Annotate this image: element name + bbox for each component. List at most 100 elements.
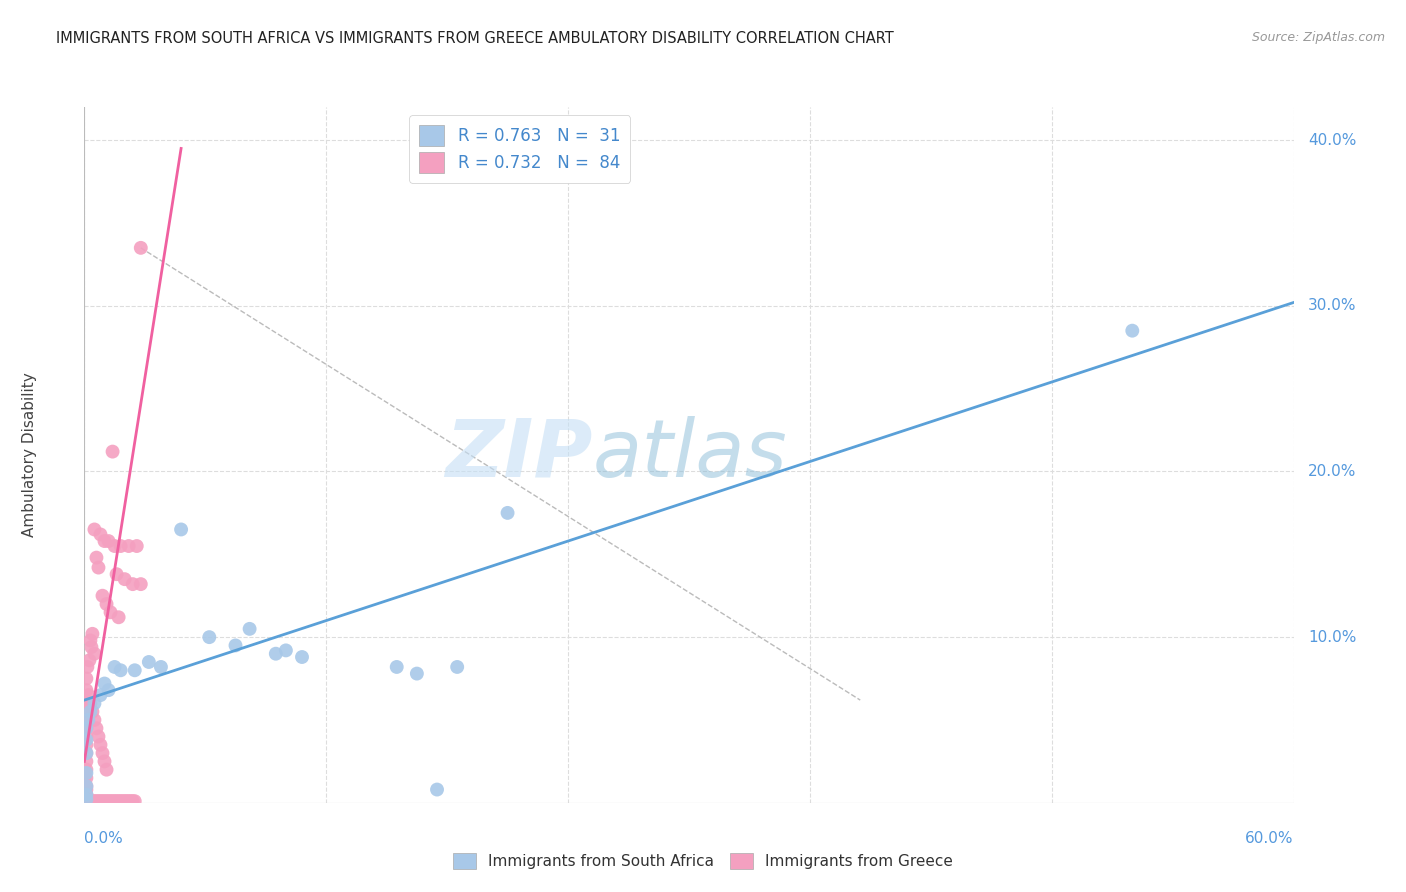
Point <box>75 782 97 797</box>
Point <box>75 790 97 805</box>
Point <box>105 794 128 808</box>
Point <box>124 794 146 808</box>
Point <box>82 705 104 719</box>
Point <box>83 794 105 808</box>
Point <box>75 746 97 760</box>
Point <box>75 672 97 686</box>
Point <box>89 688 111 702</box>
Point <box>91 794 114 808</box>
Text: 60.0%: 60.0% <box>1246 830 1294 846</box>
Point <box>93 755 115 769</box>
Point <box>79 653 101 667</box>
Point <box>75 788 97 802</box>
Point <box>75 794 97 808</box>
Point <box>101 794 124 808</box>
Point <box>75 779 97 793</box>
Text: 10.0%: 10.0% <box>1308 630 1357 645</box>
Legend: R = 0.763   N =  31, R = 0.732   N =  84: R = 0.763 N = 31, R = 0.732 N = 84 <box>409 115 630 183</box>
Point <box>426 782 449 797</box>
Point <box>75 763 97 777</box>
Point <box>79 697 101 711</box>
Point <box>385 660 408 674</box>
Point <box>75 721 97 735</box>
Point <box>73 779 96 793</box>
Point <box>83 523 105 537</box>
Text: atlas: atlas <box>592 416 787 494</box>
Point <box>96 597 118 611</box>
Text: ZIP: ZIP <box>444 416 592 494</box>
Point <box>87 794 110 808</box>
Text: 0.0%: 0.0% <box>84 830 124 846</box>
Point <box>77 688 100 702</box>
Point <box>129 577 152 591</box>
Point <box>496 506 519 520</box>
Point <box>79 705 101 719</box>
Point <box>77 713 100 727</box>
Point <box>89 527 111 541</box>
Point <box>121 577 143 591</box>
Point <box>83 697 105 711</box>
Point <box>73 788 96 802</box>
Point <box>114 572 136 586</box>
Point <box>120 794 142 808</box>
Point <box>110 794 132 808</box>
Point <box>86 721 108 735</box>
Point <box>125 539 148 553</box>
Point <box>225 639 247 653</box>
Point <box>87 560 110 574</box>
Point <box>75 721 97 735</box>
Point <box>198 630 221 644</box>
Point <box>75 771 97 785</box>
Point <box>83 713 105 727</box>
Text: Source: ZipAtlas.com: Source: ZipAtlas.com <box>1251 31 1385 45</box>
Point <box>264 647 287 661</box>
Text: 20.0%: 20.0% <box>1308 464 1357 479</box>
Point <box>170 523 193 537</box>
Point <box>138 655 160 669</box>
Point <box>115 794 138 808</box>
Point <box>75 713 97 727</box>
Point <box>104 539 127 553</box>
Point <box>105 567 128 582</box>
Point <box>77 794 100 808</box>
Point <box>79 794 101 808</box>
Point <box>91 746 114 760</box>
Point <box>86 794 108 808</box>
Point <box>96 763 118 777</box>
Legend: Immigrants from South Africa, Immigrants from Greece: Immigrants from South Africa, Immigrants… <box>447 847 959 875</box>
Point <box>1121 324 1143 338</box>
Point <box>104 794 127 808</box>
Point <box>97 683 120 698</box>
Point <box>75 738 97 752</box>
Point <box>73 790 96 805</box>
Point <box>75 730 97 744</box>
Text: IMMIGRANTS FROM SOUTH AFRICA VS IMMIGRANTS FROM GREECE AMBULATORY DISABILITY COR: IMMIGRANTS FROM SOUTH AFRICA VS IMMIGRAN… <box>56 31 894 46</box>
Text: 30.0%: 30.0% <box>1308 298 1357 313</box>
Point <box>93 794 115 808</box>
Point <box>73 794 96 808</box>
Point <box>97 794 120 808</box>
Point <box>75 732 97 747</box>
Point <box>75 755 97 769</box>
Point <box>82 794 104 808</box>
Point <box>97 534 120 549</box>
Point <box>100 794 122 808</box>
Point <box>93 534 115 549</box>
Point <box>73 771 96 785</box>
Point <box>100 605 122 619</box>
Point <box>239 622 262 636</box>
Text: 40.0%: 40.0% <box>1308 133 1357 148</box>
Point <box>73 782 96 797</box>
Point <box>75 788 97 802</box>
Point <box>446 660 468 674</box>
Point <box>79 633 101 648</box>
Point <box>89 794 111 808</box>
Point <box>101 444 124 458</box>
Point <box>75 766 97 780</box>
Point <box>124 663 146 677</box>
Point <box>129 241 152 255</box>
Point <box>75 683 97 698</box>
Point <box>107 610 129 624</box>
Point <box>118 794 141 808</box>
Point <box>149 660 172 674</box>
